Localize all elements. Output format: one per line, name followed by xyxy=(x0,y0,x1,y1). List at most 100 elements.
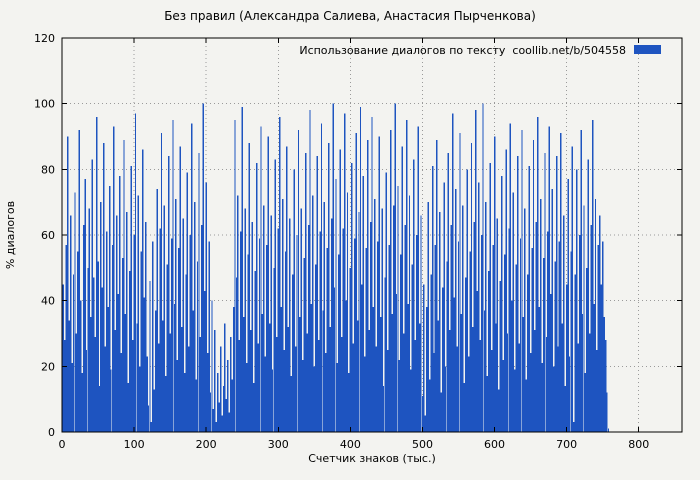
bar xyxy=(251,221,254,432)
bar xyxy=(358,212,360,432)
bar xyxy=(457,241,460,432)
bar xyxy=(528,166,530,433)
bar xyxy=(235,277,238,432)
bar xyxy=(580,129,582,432)
bar xyxy=(276,336,278,432)
bar xyxy=(502,359,504,432)
bar xyxy=(505,149,507,432)
bar xyxy=(85,349,88,432)
bar xyxy=(267,136,269,432)
bar xyxy=(354,238,356,432)
bar xyxy=(456,346,458,432)
bar xyxy=(231,379,233,432)
bar xyxy=(447,152,450,433)
bar xyxy=(508,228,510,432)
bar xyxy=(104,346,106,432)
bar xyxy=(118,175,121,432)
bar xyxy=(170,238,173,432)
y-tick-label: 40 xyxy=(41,295,55,308)
bar xyxy=(480,235,483,432)
bar xyxy=(222,386,225,432)
bar xyxy=(440,392,442,432)
bar xyxy=(431,166,434,433)
bar xyxy=(416,235,418,432)
bar xyxy=(476,290,478,432)
bar xyxy=(214,330,216,432)
bar xyxy=(224,323,226,432)
bar xyxy=(126,212,128,432)
bar xyxy=(263,205,265,432)
bar xyxy=(286,146,288,432)
bar xyxy=(578,235,581,432)
bar xyxy=(594,198,597,432)
bar xyxy=(95,116,98,433)
bar xyxy=(436,139,438,432)
bar xyxy=(466,169,468,432)
y-tick-label: 60 xyxy=(41,229,55,242)
bar xyxy=(377,241,379,432)
bar xyxy=(255,162,258,432)
bar xyxy=(316,156,318,432)
bar xyxy=(93,277,95,432)
bar xyxy=(503,254,506,432)
bar xyxy=(97,261,99,432)
bar xyxy=(593,303,595,432)
bar xyxy=(345,300,347,432)
bar xyxy=(227,359,229,432)
bar xyxy=(176,359,179,432)
bar xyxy=(607,428,610,432)
bar xyxy=(230,336,232,432)
bar xyxy=(160,133,163,432)
bar xyxy=(472,326,474,432)
bar xyxy=(584,372,587,432)
bar xyxy=(166,264,168,432)
bar xyxy=(284,251,287,432)
bar xyxy=(156,189,158,432)
bar xyxy=(248,143,251,432)
bar xyxy=(544,152,546,433)
bar xyxy=(550,294,552,432)
bar xyxy=(561,323,564,432)
bar xyxy=(217,372,219,432)
bar xyxy=(277,228,279,432)
bar xyxy=(446,261,448,432)
bar xyxy=(68,320,70,432)
bar xyxy=(341,336,343,432)
bar xyxy=(133,235,135,432)
bar xyxy=(302,359,304,432)
bar xyxy=(374,198,376,432)
bar xyxy=(410,369,412,432)
bar xyxy=(555,156,558,432)
bar xyxy=(150,422,153,432)
bar xyxy=(88,208,91,432)
bar xyxy=(108,185,111,432)
bar xyxy=(527,274,529,432)
bar xyxy=(379,317,382,432)
bar xyxy=(147,405,150,432)
bar xyxy=(541,363,543,432)
bar xyxy=(551,189,553,432)
bar xyxy=(328,143,330,432)
axis-ticks: 0 100 200 300 400 500 600 700 800 0 20 40 60 80 100 120 xyxy=(34,32,682,451)
bar xyxy=(537,116,539,433)
bar xyxy=(469,251,471,432)
bar xyxy=(289,218,291,432)
bar xyxy=(80,300,82,432)
bar xyxy=(172,120,174,432)
bar xyxy=(496,218,499,432)
bar xyxy=(521,129,523,432)
bar xyxy=(400,254,402,432)
bar xyxy=(495,323,497,432)
bar xyxy=(198,152,200,433)
bar xyxy=(211,300,213,432)
bar xyxy=(444,366,447,432)
bar xyxy=(479,340,481,432)
bar xyxy=(568,356,571,432)
bar xyxy=(258,238,261,432)
bar xyxy=(478,182,480,432)
bar xyxy=(71,363,73,432)
bar xyxy=(287,326,290,432)
bar xyxy=(509,123,512,433)
bar xyxy=(565,284,568,432)
